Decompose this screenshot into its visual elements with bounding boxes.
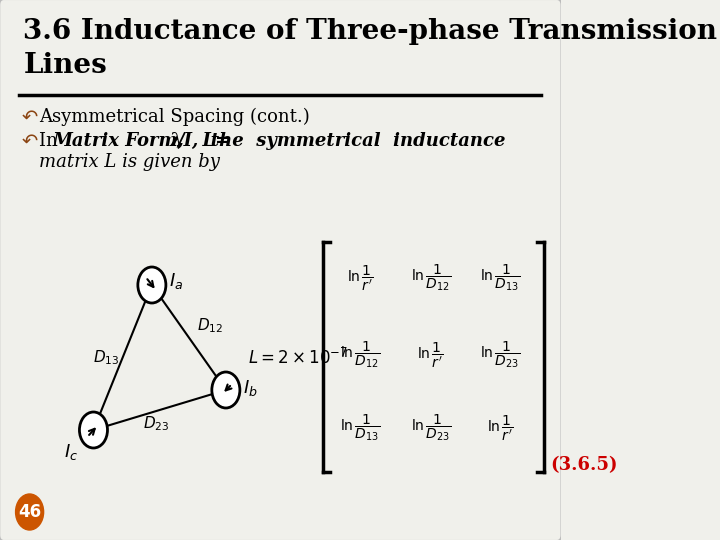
Text: matrix L is given by: matrix L is given by (39, 153, 220, 171)
Text: λ: λ (170, 132, 182, 150)
Text: $I_b$: $I_b$ (243, 378, 258, 398)
Text: 3.6 Inductance of Three-phase Transmission: 3.6 Inductance of Three-phase Transmissi… (23, 18, 717, 45)
Text: $D_{12}$: $D_{12}$ (197, 316, 223, 335)
Text: $\ln\dfrac{1}{r^{\prime}}$: $\ln\dfrac{1}{r^{\prime}}$ (418, 340, 444, 370)
Text: Lines: Lines (23, 52, 107, 79)
Text: Matrix Form,   L=: Matrix Form, L= (53, 132, 231, 150)
Text: $\ln\dfrac{1}{D_{13}}$: $\ln\dfrac{1}{D_{13}}$ (480, 262, 520, 293)
Text: In: In (39, 132, 69, 150)
Text: $I_c$: $I_c$ (64, 442, 78, 462)
Text: $D_{23}$: $D_{23}$ (143, 415, 169, 433)
Text: $I_a$: $I_a$ (169, 271, 183, 291)
Text: $\ln\dfrac{1}{D_{23}}$: $\ln\dfrac{1}{D_{23}}$ (410, 413, 451, 443)
Text: ↶: ↶ (22, 132, 38, 151)
Text: $\ln\dfrac{1}{D_{23}}$: $\ln\dfrac{1}{D_{23}}$ (480, 340, 520, 370)
Text: $D_{13}$: $D_{13}$ (93, 348, 120, 367)
Circle shape (16, 494, 44, 530)
Text: Asymmetrical Spacing (cont.): Asymmetrical Spacing (cont.) (39, 108, 310, 126)
Circle shape (138, 267, 166, 303)
Text: $\ln\dfrac{1}{r^{\prime}}$: $\ln\dfrac{1}{r^{\prime}}$ (487, 413, 513, 443)
FancyBboxPatch shape (0, 0, 562, 540)
Text: $\ln\dfrac{1}{D_{13}}$: $\ln\dfrac{1}{D_{13}}$ (340, 413, 380, 443)
Text: $\ln\dfrac{1}{D_{12}}$: $\ln\dfrac{1}{D_{12}}$ (340, 340, 380, 370)
Text: ↶: ↶ (22, 108, 38, 127)
Circle shape (212, 372, 240, 408)
Text: $L = 2\times10^{-7}$: $L = 2\times10^{-7}$ (248, 348, 348, 368)
Text: (3.6.5): (3.6.5) (550, 456, 617, 474)
Text: 46: 46 (18, 503, 41, 521)
Text: $\ln\dfrac{1}{r^{\prime}}$: $\ln\dfrac{1}{r^{\prime}}$ (346, 263, 373, 293)
Text: $\ln\dfrac{1}{D_{12}}$: $\ln\dfrac{1}{D_{12}}$ (410, 262, 451, 293)
Text: /I,  the  symmetrical  inductance: /I, the symmetrical inductance (178, 132, 506, 150)
Circle shape (79, 412, 107, 448)
